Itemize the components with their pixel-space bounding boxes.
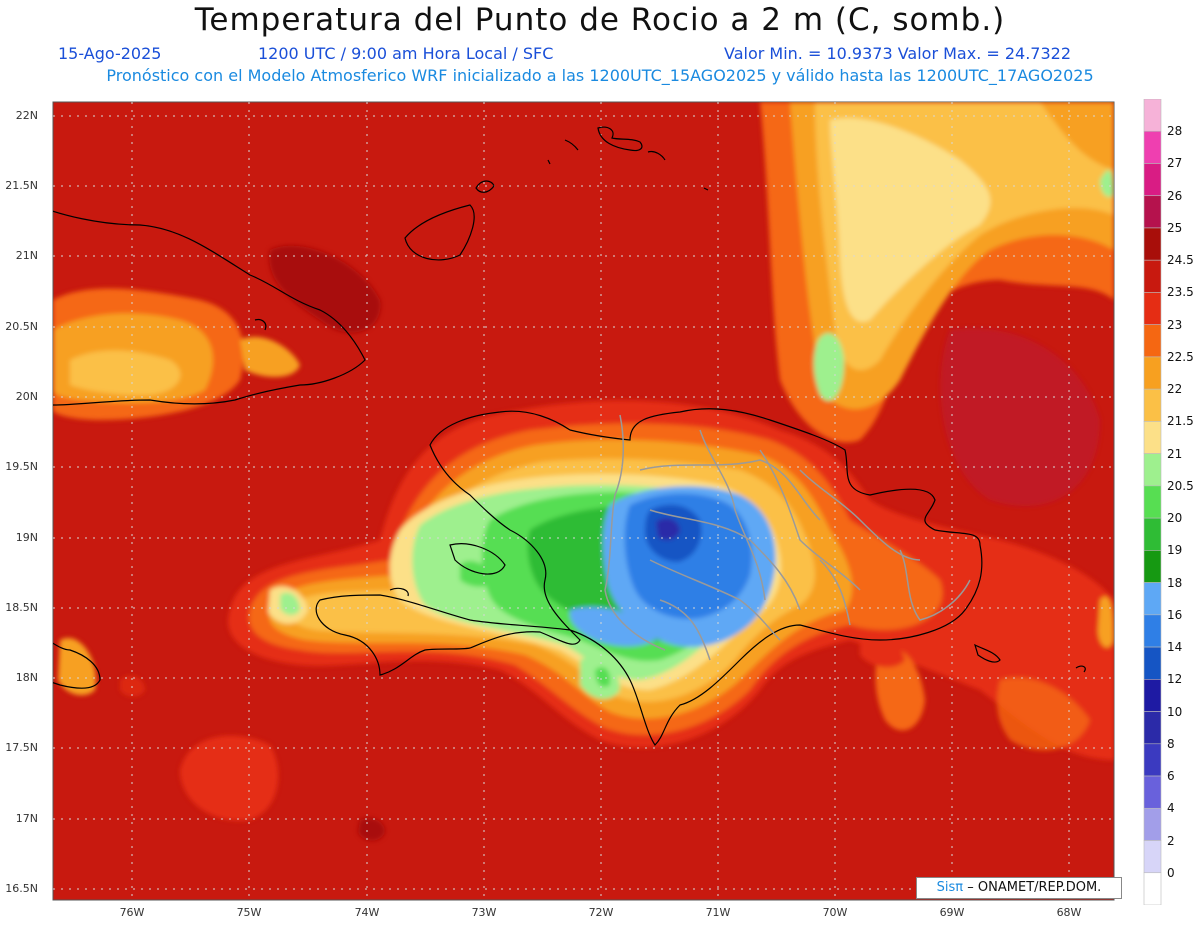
colorbar-swatch [1143, 872, 1162, 905]
lat-label: 22N [15, 109, 38, 122]
colorbar-label: 0 [1167, 865, 1175, 880]
colorbar-swatch [1143, 292, 1162, 325]
lat-label: 20.5N [5, 320, 38, 333]
colorbar-swatch [1143, 485, 1162, 519]
colorbar-label: 21.5 [1167, 414, 1194, 429]
colorbar-swatch [1143, 582, 1162, 616]
credit-brand: Sisπ [936, 880, 964, 895]
lon-label: 75W [236, 906, 262, 919]
colorbar-swatch [1143, 517, 1162, 551]
credit-text: – ONAMET/REP.DOM. [967, 880, 1102, 895]
colorbar-swatch [1143, 195, 1162, 229]
colorbar-label: 22 [1167, 382, 1183, 397]
colorbar-label: 19 [1167, 543, 1183, 558]
colorbar [1143, 99, 1162, 905]
lon-label: 76W [119, 906, 145, 919]
colorbar-swatch [1143, 711, 1162, 745]
colorbar-swatch [1143, 163, 1162, 197]
colorbar-swatch [1143, 421, 1162, 454]
colorbar-swatch [1143, 840, 1162, 874]
credit-box: Sisπ – ONAMET/REP.DOM. [916, 877, 1122, 899]
lat-label: 21.5N [5, 179, 38, 192]
colorbar-swatch [1143, 259, 1162, 293]
lon-label: 72W [588, 906, 614, 919]
colorbar-label: 23 [1167, 317, 1183, 332]
colorbar-swatch [1143, 227, 1162, 261]
lon-label: 71W [705, 906, 731, 919]
colorbar-label: 4 [1167, 801, 1175, 816]
colorbar-swatch [1143, 743, 1162, 777]
colorbar-swatch [1143, 324, 1162, 358]
colorbar-swatch [1143, 614, 1162, 648]
colorbar-label: 20.5 [1167, 478, 1194, 493]
colorbar-swatch [1143, 679, 1162, 712]
colorbar-label: 27 [1167, 156, 1183, 171]
lon-label: 69W [939, 906, 965, 919]
colorbar-label: 18 [1167, 575, 1183, 590]
province-borders [604, 414, 971, 661]
lon-label: 68W [1056, 906, 1082, 919]
colorbar-label: 28 [1167, 124, 1183, 139]
lat-label: 17.5N [5, 741, 38, 754]
lat-label: 18.5N [5, 601, 38, 614]
lat-label: 19N [15, 531, 38, 544]
colorbar-label: 22.5 [1167, 349, 1194, 364]
colorbar-label: 24.5 [1167, 253, 1194, 268]
colorbar-label: 20 [1167, 511, 1183, 526]
lat-label: 19.5N [5, 460, 38, 473]
lat-label: 20N [15, 390, 38, 403]
colorbar-swatch [1143, 807, 1162, 841]
lat-label: 21N [15, 249, 38, 262]
colorbar-label: 8 [1167, 736, 1175, 751]
coastlines [53, 126, 1086, 746]
colorbar-swatch [1143, 550, 1162, 583]
forecast-time: 1200 UTC / 9:00 am Hora Local / SFC [258, 44, 554, 63]
colorbar-swatch [1143, 356, 1162, 390]
colorbar-label: 16 [1167, 607, 1183, 622]
min-max-values: Valor Min. = 10.9373 Valor Max. = 24.732… [724, 44, 1072, 63]
colorbar-label: 12 [1167, 672, 1183, 687]
forecast-date: 15-Ago-2025 [58, 44, 162, 63]
lat-label: 17N [15, 812, 38, 825]
model-info-line: Pronóstico con el Modelo Atmosferico WRF… [106, 66, 1094, 85]
colorbar-label: 23.5 [1167, 285, 1194, 300]
lon-label: 74W [354, 906, 380, 919]
colorbar-swatch [1143, 453, 1162, 487]
colorbar-label: 21 [1167, 446, 1183, 461]
colorbar-swatch [1143, 130, 1162, 164]
colorbar-label: 26 [1167, 188, 1183, 203]
colorbar-label: 2 [1167, 833, 1175, 848]
graticule [53, 102, 1114, 900]
lon-label: 73W [471, 906, 497, 919]
colorbar-swatch [1143, 99, 1162, 132]
colorbar-label: 6 [1167, 769, 1175, 784]
lon-label: 70W [822, 906, 848, 919]
colorbar-label: 25 [1167, 220, 1183, 235]
map-title: Temperatura del Punto de Rocio a 2 m (C,… [194, 2, 1006, 38]
colorbar-label: 14 [1167, 640, 1183, 655]
lat-label: 16.5N [5, 882, 38, 895]
colorbar-swatch [1143, 775, 1162, 809]
colorbar-label: 10 [1167, 704, 1183, 719]
colorbar-swatch [1143, 646, 1162, 680]
colorbar-swatch [1143, 388, 1162, 422]
lat-label: 18N [15, 671, 38, 684]
